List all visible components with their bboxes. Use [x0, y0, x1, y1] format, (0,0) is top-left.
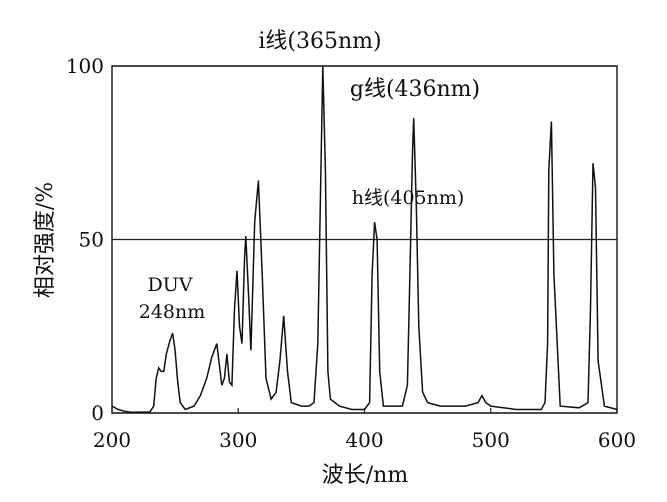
annotation: i线(365nm)	[258, 29, 381, 54]
x-tick-label: 200	[93, 428, 131, 452]
y-tick-label: 0	[91, 401, 104, 425]
y-axis-label: 相对强度/%	[33, 182, 58, 298]
x-tick-label: 300	[219, 428, 257, 452]
annotation: g线(436nm)	[350, 77, 480, 102]
y-tick-label: 100	[66, 54, 104, 78]
annotation: DUV	[148, 274, 193, 296]
plot-frame	[111, 65, 618, 414]
spectrum-line	[111, 65, 618, 414]
x-tick-label: 600	[598, 428, 636, 452]
annotation: 248nm	[139, 301, 206, 323]
x-axis-label: 波长/nm	[322, 463, 409, 488]
annotation: h线(405nm)	[352, 187, 465, 209]
x-tick-label: 400	[345, 428, 383, 452]
y-tick-label: 50	[79, 228, 104, 252]
x-tick-label: 500	[472, 428, 510, 452]
